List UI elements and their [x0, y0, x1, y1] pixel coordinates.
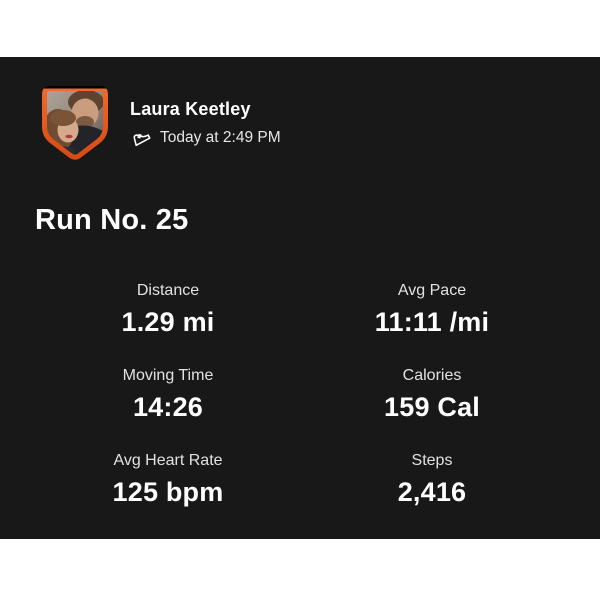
stat-steps: Steps 2,416: [300, 451, 564, 508]
stat-value: 2,416: [397, 477, 467, 507]
activity-timestamp: Today at 2:49 PM: [160, 128, 281, 146]
user-info: Laura Keetley Today at 2:49 PM: [130, 98, 281, 149]
stat-distance: Distance 1.29 mi: [36, 281, 300, 338]
stat-label: Avg Heart Rate: [113, 452, 223, 469]
shield-avatar-icon: [42, 86, 108, 160]
avatar[interactable]: [41, 85, 109, 161]
stat-label: Moving Time: [122, 367, 214, 384]
stat-value: 1.29 mi: [121, 307, 215, 337]
stat-avg-heart-rate: Avg Heart Rate 125 bpm: [36, 451, 300, 508]
post-header: Laura Keetley Today at 2:49 PM: [41, 85, 281, 161]
stat-value: 159 Cal: [384, 392, 480, 422]
activity-post-card: Laura Keetley Today at 2:49 PM Run No. 2…: [0, 57, 600, 539]
stat-value: 11:11 /mi: [374, 307, 490, 337]
stat-value: 125 bpm: [112, 477, 224, 507]
stat-label: Calories: [402, 367, 462, 384]
running-shoe-icon: [133, 133, 151, 146]
stat-calories: Calories 159 Cal: [300, 366, 564, 423]
stat-value: 14:26: [132, 392, 204, 422]
activity-title: Run No. 25: [35, 204, 189, 236]
stat-avg-pace: Avg Pace 11:11 /mi: [300, 281, 564, 338]
user-name[interactable]: Laura Keetley: [130, 98, 251, 119]
stats-grid: Distance 1.29 mi Avg Pace 11:11 /mi Movi…: [36, 281, 564, 508]
activity-meta-row: Today at 2:49 PM: [130, 127, 281, 149]
stat-label: Distance: [136, 282, 200, 299]
stat-label: Steps: [411, 452, 453, 469]
stat-label: Avg Pace: [397, 282, 467, 299]
stat-moving-time: Moving Time 14:26: [36, 366, 300, 423]
